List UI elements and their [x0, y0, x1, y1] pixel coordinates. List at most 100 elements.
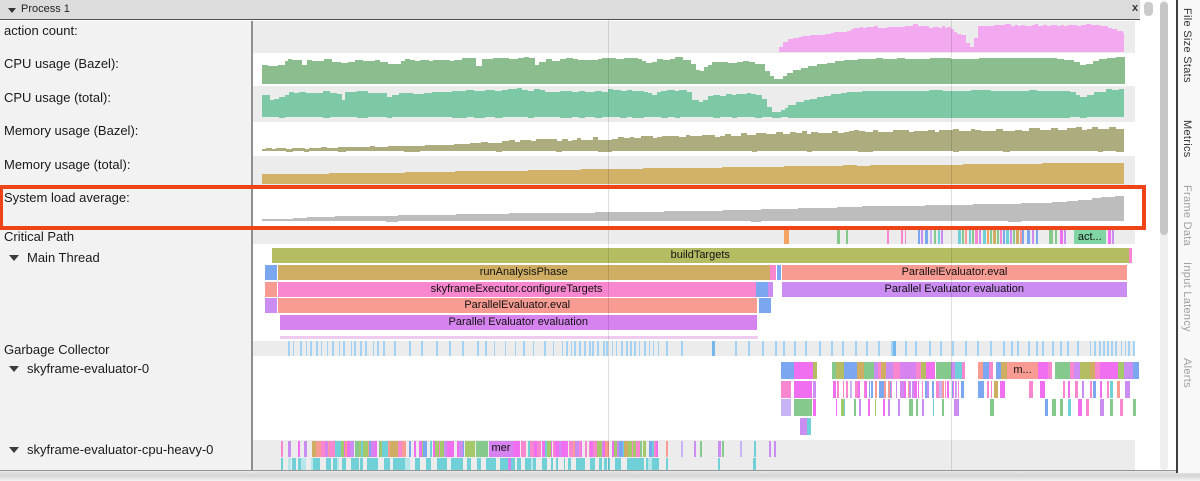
slice[interactable]	[622, 441, 624, 457]
slice[interactable]	[1093, 380, 1096, 398]
slice[interactable]	[517, 457, 521, 470]
slice[interactable]	[298, 457, 301, 470]
slice[interactable]	[1128, 341, 1130, 356]
slice[interactable]	[1000, 380, 1005, 398]
slice[interactable]	[581, 457, 585, 470]
slice[interactable]	[646, 457, 649, 470]
slice[interactable]	[961, 362, 965, 379]
slice[interactable]	[1110, 380, 1113, 398]
slice[interactable]	[921, 380, 923, 398]
slice[interactable]	[978, 380, 984, 398]
slice[interactable]	[588, 441, 590, 457]
slice[interactable]	[1006, 229, 1009, 244]
slice[interactable]	[1110, 399, 1113, 416]
slice[interactable]	[916, 362, 922, 379]
slice[interactable]	[549, 441, 552, 457]
slice[interactable]	[604, 457, 608, 470]
slice[interactable]	[476, 441, 488, 457]
slice[interactable]	[912, 380, 915, 398]
slice[interactable]	[552, 441, 556, 457]
slice[interactable]	[428, 457, 432, 470]
slice[interactable]	[598, 457, 603, 470]
slice[interactable]	[354, 341, 356, 356]
slice[interactable]	[1035, 229, 1038, 244]
slice[interactable]	[941, 362, 952, 379]
slice[interactable]	[337, 441, 341, 457]
slice[interactable]	[768, 281, 773, 297]
slice[interactable]	[599, 441, 603, 457]
slice[interactable]	[281, 441, 284, 457]
slice[interactable]	[493, 341, 496, 356]
slice[interactable]	[868, 380, 870, 398]
slice[interactable]	[914, 341, 917, 356]
slice[interactable]	[753, 441, 756, 457]
slice[interactable]	[1099, 341, 1101, 356]
slice[interactable]	[584, 341, 586, 356]
slice[interactable]	[1000, 229, 1002, 244]
slice[interactable]	[611, 341, 614, 356]
slice[interactable]	[1027, 229, 1030, 244]
slice[interactable]	[889, 380, 891, 398]
slice[interactable]: ParallelEvaluator.eval	[277, 298, 757, 314]
slice[interactable]	[499, 457, 506, 470]
slice[interactable]	[904, 229, 907, 244]
slice[interactable]	[1035, 341, 1038, 356]
slice[interactable]	[972, 229, 974, 244]
slice[interactable]	[310, 341, 312, 356]
slice[interactable]	[573, 441, 576, 457]
slice[interactable]	[1048, 362, 1052, 379]
slice[interactable]	[941, 380, 944, 398]
slice[interactable]	[1133, 399, 1136, 416]
slice[interactable]	[1074, 362, 1080, 379]
slice[interactable]	[1029, 380, 1033, 398]
slice[interactable]	[545, 441, 547, 457]
slice[interactable]	[1017, 341, 1020, 356]
slice[interactable]	[655, 441, 658, 457]
slice[interactable]: ParallelEvaluator.eval	[782, 264, 1127, 280]
side-panel-tab-alerts[interactable]: Alerts	[1181, 358, 1193, 388]
slice[interactable]	[918, 229, 920, 244]
slice[interactable]	[996, 362, 1001, 379]
slice[interactable]	[871, 380, 873, 398]
slice[interactable]	[279, 336, 758, 339]
slice[interactable]	[904, 380, 907, 398]
slice[interactable]	[485, 341, 487, 356]
slice[interactable]	[783, 229, 789, 244]
slice[interactable]	[886, 362, 893, 379]
label-column-divider[interactable]	[250, 20, 253, 470]
slice[interactable]	[901, 229, 903, 244]
slice[interactable]	[931, 380, 934, 398]
slice[interactable]	[541, 441, 546, 457]
slice[interactable]	[529, 441, 534, 457]
slice[interactable]	[700, 441, 702, 457]
slice[interactable]	[1133, 341, 1135, 356]
slice[interactable]	[287, 457, 292, 470]
slice[interactable]	[385, 441, 388, 457]
slice[interactable]	[390, 441, 394, 457]
slice[interactable]	[958, 229, 961, 244]
slice[interactable]	[312, 441, 317, 457]
slice[interactable]	[360, 341, 362, 356]
slice[interactable]	[953, 399, 957, 416]
slice[interactable]	[841, 399, 844, 416]
slice[interactable]	[911, 399, 913, 416]
slice[interactable]	[1107, 341, 1109, 356]
slice[interactable]	[392, 457, 395, 470]
slice[interactable]	[845, 380, 849, 398]
slice[interactable]	[564, 441, 569, 457]
slice[interactable]	[514, 341, 517, 356]
slice[interactable]	[387, 441, 391, 457]
slice[interactable]	[718, 457, 720, 470]
slice[interactable]	[648, 441, 652, 457]
slice[interactable]	[597, 441, 599, 457]
slice[interactable]	[940, 341, 943, 356]
slice[interactable]	[1120, 399, 1123, 416]
slice[interactable]	[1112, 229, 1114, 244]
slice[interactable]	[567, 457, 571, 470]
slice[interactable]	[926, 380, 930, 398]
slice[interactable]	[722, 441, 724, 457]
slice[interactable]	[288, 341, 290, 356]
slice[interactable]	[350, 341, 353, 356]
slice[interactable]	[627, 457, 632, 470]
slice[interactable]	[648, 341, 651, 356]
